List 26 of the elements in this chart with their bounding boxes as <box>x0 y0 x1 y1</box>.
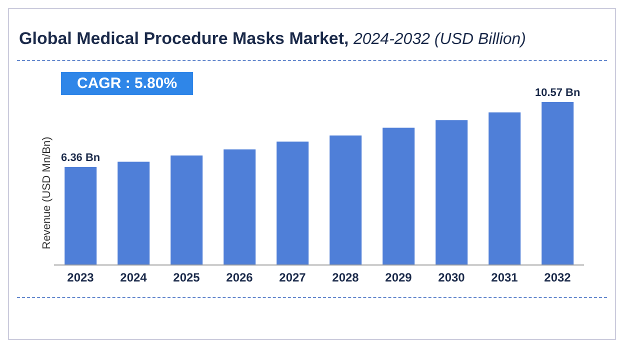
bar <box>542 102 574 265</box>
data-label: 10.57 Bn <box>534 87 580 100</box>
x-tick-label: 2030 <box>438 270 466 285</box>
bar <box>276 142 309 265</box>
x-tick-label: 2031 <box>491 270 518 285</box>
chart-subtitle: 2024-2032 (USD Billion) <box>353 31 526 48</box>
x-tick-label: 2026 <box>226 270 254 285</box>
x-tick-label: 2029 <box>385 270 412 285</box>
chart-title: Global Medical Procedure Masks Market, <box>19 29 349 48</box>
bar <box>118 162 150 265</box>
y-axis-title: Revenue (USD Mn/Bn) <box>41 136 53 250</box>
x-tick-label: 2024 <box>120 270 148 285</box>
x-tick-label: 2027 <box>279 270 306 285</box>
text: CAGR : 5.80% <box>61 72 194 95</box>
x-tick-label: 2032 <box>544 270 572 285</box>
x-tick-label: 2025 <box>173 270 200 285</box>
bar <box>330 135 362 265</box>
data-label: 6.36 Bn <box>61 152 100 164</box>
bar <box>224 149 256 265</box>
bar <box>170 156 203 265</box>
x-tick-label: 2023 <box>67 270 94 285</box>
x-tick-label: 2028 <box>332 270 360 285</box>
bar <box>488 112 521 265</box>
bar <box>436 120 468 265</box>
bar <box>64 166 97 265</box>
bar <box>382 128 415 265</box>
